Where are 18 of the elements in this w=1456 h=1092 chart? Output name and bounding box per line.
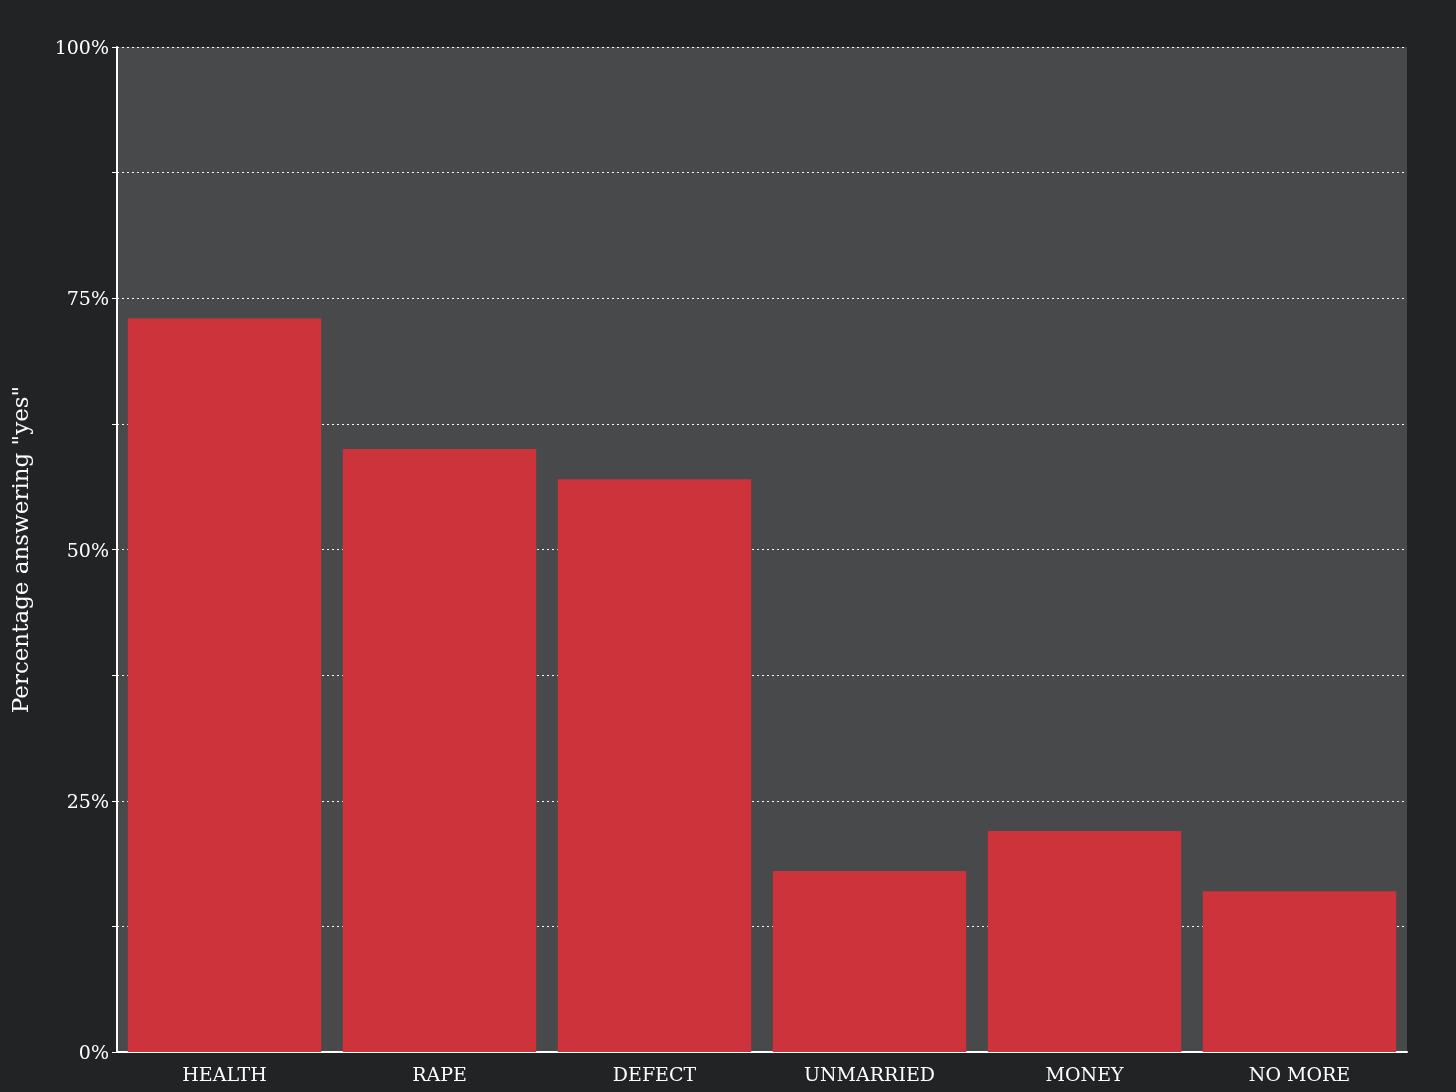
bar [987,830,1182,1052]
x-tick-label: MONEY [1045,1062,1124,1085]
bar [557,479,752,1052]
y-tick-label: 50% [66,538,109,561]
x-tick-label: RAPE [412,1062,467,1085]
bar [1202,891,1397,1052]
bar [772,871,967,1052]
bar [127,318,322,1052]
y-tick-label: 100% [54,36,109,58]
x-tick-label: UNMARRIED [803,1062,936,1085]
x-tick-label: DEFECT [612,1062,697,1085]
y-tick-label: 25% [66,789,109,812]
y-tick-label: 75% [66,287,109,310]
x-tick-label: NO MORE [1248,1062,1351,1085]
y-tick-label: 0% [78,1041,109,1063]
bar [342,449,537,1052]
y-axis-title: Percentage answering "yes" [6,385,33,714]
x-tick-label: HEALTH [182,1062,267,1085]
